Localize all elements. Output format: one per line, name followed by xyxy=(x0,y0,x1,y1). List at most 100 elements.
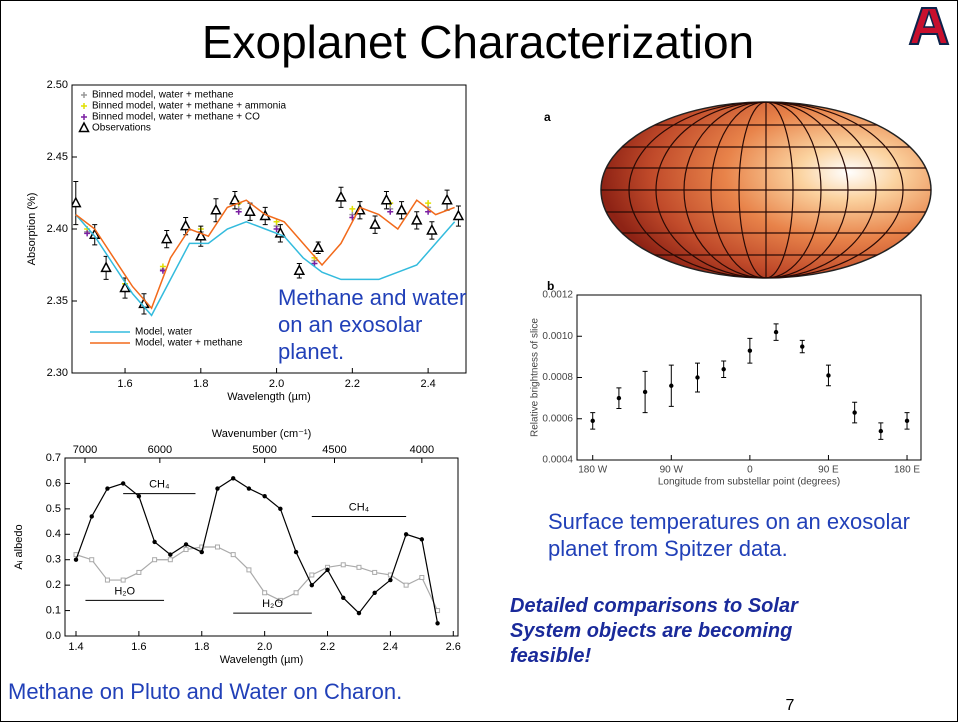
y-tick-label: 0.4 xyxy=(46,528,61,540)
panel-label: b xyxy=(547,279,554,293)
marker xyxy=(153,558,157,562)
marker xyxy=(310,573,314,577)
marker xyxy=(137,570,141,574)
marker xyxy=(230,195,239,204)
y-tick-label: 2.30 xyxy=(47,367,68,379)
x2-tick-label: 4500 xyxy=(322,444,346,456)
y-tick-label: 0.3 xyxy=(46,554,61,566)
annotation: H₂O xyxy=(114,585,135,597)
caption: Detailed comparisons to Solar System obj… xyxy=(510,594,870,669)
marker xyxy=(420,537,424,541)
y-tick-label: 0.1 xyxy=(46,604,61,616)
map-panel: a xyxy=(544,100,950,280)
marker xyxy=(695,375,699,379)
marker xyxy=(420,576,424,580)
y-tick-label: 2.45 xyxy=(47,151,68,163)
marker xyxy=(168,552,172,556)
x-axis-label: Longitude from substellar point (degrees… xyxy=(658,477,840,488)
marker xyxy=(591,419,595,423)
y-tick-label: 0.0010 xyxy=(542,331,573,342)
x-tick-label: 2.2 xyxy=(345,378,360,390)
marker xyxy=(341,563,345,567)
legend-label: Model, water + methane xyxy=(135,338,243,349)
marker xyxy=(852,410,856,414)
legend-swatch xyxy=(81,103,87,109)
x-tick-label: 1.8 xyxy=(193,378,208,390)
marker xyxy=(121,578,125,582)
legend-swatch xyxy=(80,123,89,132)
page-number: 7 xyxy=(786,697,795,714)
marker xyxy=(748,348,752,352)
slide-title: Exoplanet Characterization xyxy=(202,16,754,68)
marker xyxy=(436,609,440,613)
legend-swatch xyxy=(81,92,87,98)
marker xyxy=(314,243,323,252)
marker xyxy=(74,558,78,562)
marker xyxy=(404,532,408,536)
marker xyxy=(184,542,188,546)
marker xyxy=(397,205,406,214)
marker xyxy=(349,206,355,212)
x-tick-label: 1.6 xyxy=(117,378,132,390)
marker xyxy=(215,545,219,549)
marker xyxy=(295,266,304,275)
marker xyxy=(373,570,377,574)
marker xyxy=(121,481,125,485)
annotation: CH₄ xyxy=(149,479,170,491)
marker xyxy=(404,583,408,587)
marker xyxy=(310,583,314,587)
marker xyxy=(90,558,94,562)
marker xyxy=(382,195,391,204)
marker xyxy=(721,367,725,371)
plot-frame xyxy=(577,295,921,460)
x2-tick-label: 5000 xyxy=(252,444,276,456)
x-axis-label: Wavelength (µm) xyxy=(227,391,311,403)
marker xyxy=(262,494,266,498)
marker xyxy=(200,550,204,554)
marker xyxy=(231,553,235,557)
marker xyxy=(905,419,909,423)
marker xyxy=(211,205,220,214)
x-axis-label: Wavelength (µm) xyxy=(220,654,304,666)
x-tick-label: 2.0 xyxy=(257,641,272,653)
series-line xyxy=(76,478,438,623)
legend-label: Observations xyxy=(92,123,151,134)
plot xyxy=(590,324,909,440)
marker xyxy=(826,373,830,377)
legend-label: Model, water xyxy=(135,327,193,338)
plot xyxy=(74,476,440,625)
x-tick-label: 1.6 xyxy=(131,641,146,653)
marker xyxy=(71,198,80,207)
legend-label: Binned model, water + methane + CO xyxy=(92,112,260,123)
marker xyxy=(800,344,804,348)
marker xyxy=(263,591,267,595)
marker xyxy=(184,548,188,552)
y-axis-label: Relative brightness of slice xyxy=(530,318,541,437)
y-tick-label: 2.40 xyxy=(47,223,68,235)
y-tick-label: 0.0008 xyxy=(542,372,573,383)
marker xyxy=(443,195,452,204)
marker xyxy=(181,221,190,230)
marker xyxy=(168,558,172,562)
slide: Exoplanet Characterization a 7 2.302.352… xyxy=(0,0,958,722)
y-tick-label: 0.0006 xyxy=(542,413,573,424)
annotation: CH₄ xyxy=(349,501,370,513)
marker xyxy=(294,550,298,554)
x-tick-label: 1.8 xyxy=(194,641,209,653)
marker xyxy=(643,390,647,394)
marker xyxy=(325,568,329,572)
caption: Methane on Pluto and Water on Charon. xyxy=(8,678,508,705)
marker xyxy=(102,263,111,272)
caption: Surface temperatures on an exosolar plan… xyxy=(548,508,958,562)
x-tick-label: 2.4 xyxy=(420,378,435,390)
marker xyxy=(137,494,141,498)
marker xyxy=(427,225,436,234)
y-tick-label: 0.6 xyxy=(46,477,61,489)
marker xyxy=(278,507,282,511)
marker xyxy=(372,591,376,595)
x-tick-label: 90 E xyxy=(818,465,839,476)
marker xyxy=(215,486,219,490)
marker xyxy=(774,330,778,334)
x2-tick-label: 6000 xyxy=(148,444,172,456)
